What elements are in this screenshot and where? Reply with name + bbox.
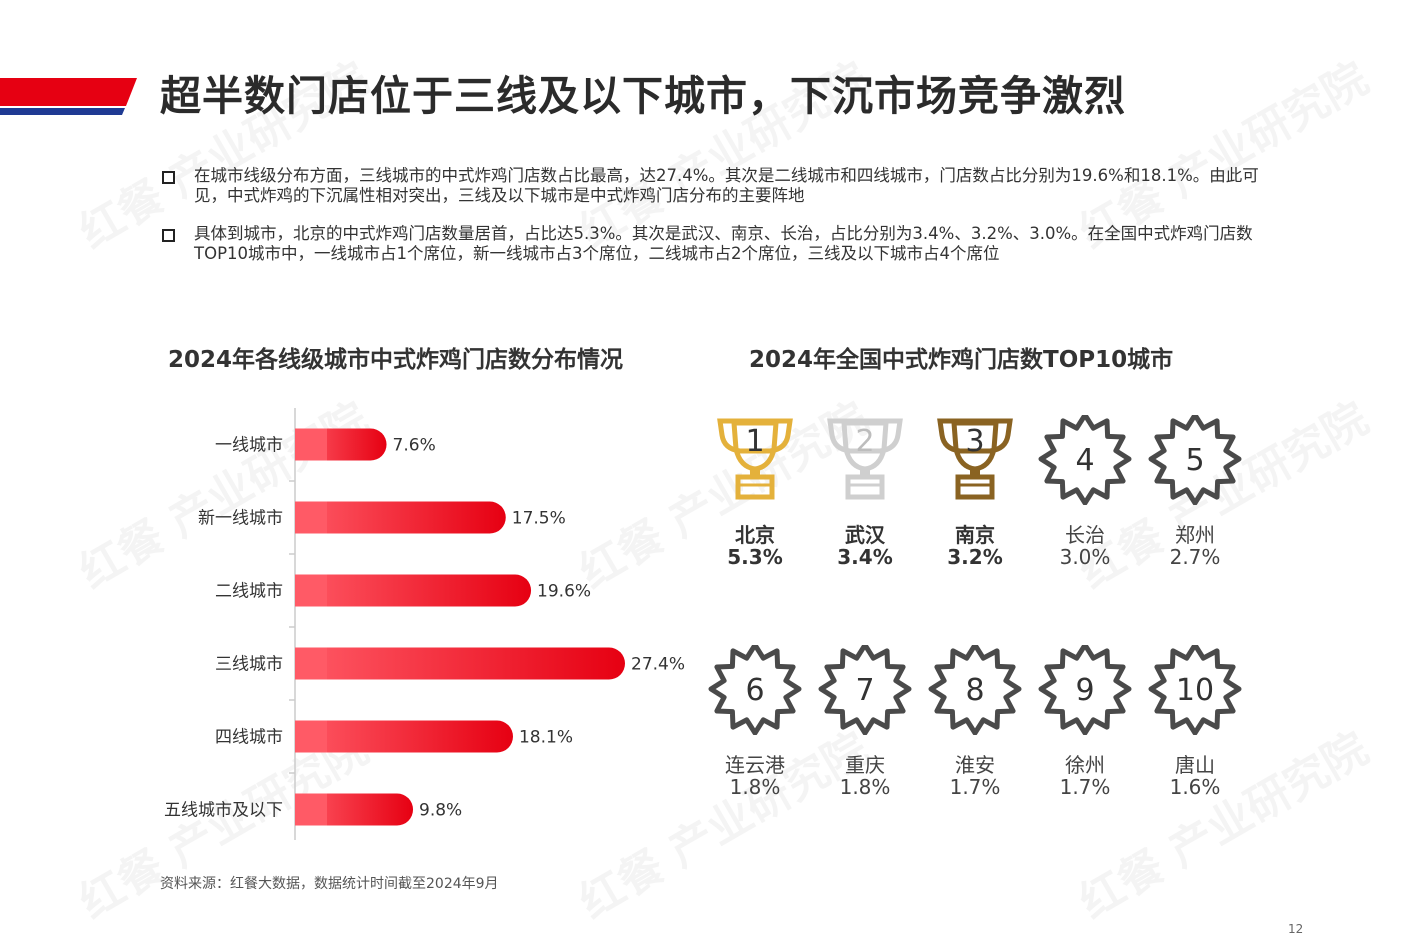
city-name: 北京 <box>735 523 775 547</box>
city-percent: 1.6% <box>1169 775 1221 799</box>
gold-trophy-icon: 1 <box>717 418 793 500</box>
rank-number: 7 <box>855 673 874 708</box>
city-percent: 2.7% <box>1169 545 1221 569</box>
category-label: 五线城市及以下 <box>164 801 283 821</box>
badge-icon: 5 <box>1148 415 1242 505</box>
city-name: 郑州 <box>1175 523 1215 547</box>
bar-base <box>295 501 327 534</box>
header-accent-bar <box>0 78 137 115</box>
badge-icon: 9 <box>1038 645 1132 735</box>
category-label: 二线城市 <box>215 582 283 602</box>
source-note: 资料来源：红餐大数据，数据统计时间截至2024年9月 <box>160 876 499 892</box>
bar <box>295 647 625 680</box>
category-label: 一线城市 <box>215 436 283 456</box>
bar <box>295 501 506 534</box>
rank-number: 9 <box>1075 673 1094 708</box>
badge-icon: 7 <box>818 645 912 735</box>
rank-number: 10 <box>1176 673 1214 708</box>
bullet-item: 在城市线级分布方面，三线城市的中式炸鸡门店数占比最高，达27.4%。其次是二线城… <box>160 166 1260 206</box>
city-percent: 1.8% <box>729 775 781 799</box>
data-label: 27.4% <box>631 655 685 675</box>
bar-chart-title: 2024年各线级城市中式炸鸡门店数分布情况 <box>168 347 624 373</box>
bar-base <box>295 720 327 753</box>
data-label: 9.8% <box>419 801 462 821</box>
city-name: 南京 <box>955 523 995 547</box>
badge-icon: 4 <box>1038 415 1132 505</box>
rank-number: 1 <box>745 424 764 459</box>
data-label: 17.5% <box>512 509 566 529</box>
city-percent: 1.7% <box>1059 775 1111 799</box>
city-percent: 3.2% <box>947 545 1003 569</box>
bronze-trophy-icon: 3 <box>937 418 1013 500</box>
category-label: 新一线城市 <box>198 509 283 529</box>
rank-number: 2 <box>855 424 874 459</box>
rank-number: 3 <box>965 424 984 459</box>
bar-chart: 一线城市 7.6% 新一线城市 17.5% 二线城市 19.6% 三线城市 27.4% 四线城市… <box>164 408 685 840</box>
watermark: 红餐 产业研究院 <box>1066 713 1378 930</box>
rank-number: 5 <box>1185 443 1204 478</box>
bullet-text: 在城市线级分布方面，三线城市的中式炸鸡门店数占比最高，达27.4%。其次是二线城… <box>194 166 1259 205</box>
page-number: 12 <box>1288 922 1304 936</box>
bullet-text: 具体到城市，北京的中式炸鸡门店数量居首，占比达5.3%。其次是武汉、南京、长治，… <box>194 224 1253 263</box>
square-bullet-icon <box>162 229 175 242</box>
data-label: 18.1% <box>519 728 573 748</box>
page-title: 超半数门店位于三线及以下城市，下沉市场竞争激烈 <box>160 72 1126 120</box>
bar <box>295 720 513 753</box>
city-percent: 3.0% <box>1059 545 1111 569</box>
city-name: 连云港 <box>725 753 785 777</box>
category-label: 四线城市 <box>215 728 283 748</box>
city-name: 武汉 <box>845 523 885 547</box>
bar <box>295 574 532 607</box>
bar-base <box>295 428 327 461</box>
data-label: 19.6% <box>537 582 591 602</box>
top10-title: 2024年全国中式炸鸡门店数TOP10城市 <box>749 347 1174 373</box>
city-name: 重庆 <box>845 753 885 777</box>
badge-icon: 6 <box>708 645 802 735</box>
bar-base <box>295 574 327 607</box>
city-percent: 1.8% <box>839 775 891 799</box>
category-label: 三线城市 <box>215 655 283 675</box>
city-name: 淮安 <box>955 753 995 777</box>
city-name: 徐州 <box>1065 753 1105 777</box>
city-percent: 3.4% <box>837 545 893 569</box>
city-percent: 1.7% <box>949 775 1001 799</box>
city-name: 长治 <box>1065 523 1105 547</box>
silver-trophy-icon: 2 <box>827 418 903 500</box>
bar-base <box>295 647 327 680</box>
bullet-list: 在城市线级分布方面，三线城市的中式炸鸡门店数占比最高，达27.4%。其次是二线城… <box>160 166 1260 282</box>
bullet-item: 具体到城市，北京的中式炸鸡门店数量居首，占比达5.3%。其次是武汉、南京、长治，… <box>160 224 1260 264</box>
city-percent: 5.3% <box>727 545 783 569</box>
rank-number: 8 <box>965 673 984 708</box>
bar-base <box>295 793 327 826</box>
rank-number: 6 <box>745 673 764 708</box>
badge-icon: 10 <box>1148 645 1242 735</box>
badge-icon: 8 <box>928 645 1022 735</box>
rank-number: 4 <box>1075 443 1094 478</box>
square-bullet-icon <box>162 171 175 184</box>
data-label: 7.6% <box>393 436 436 456</box>
city-name: 唐山 <box>1175 753 1215 777</box>
